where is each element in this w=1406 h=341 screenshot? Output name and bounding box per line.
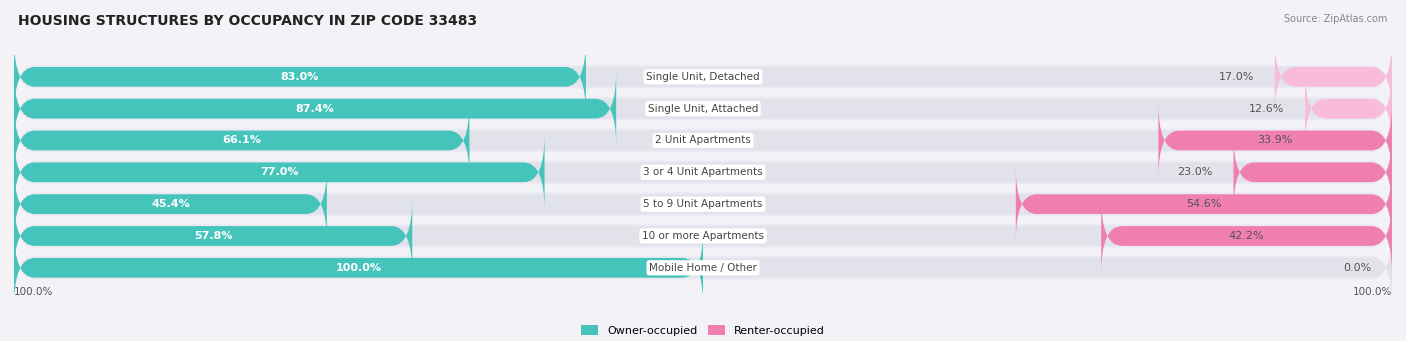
Text: 23.0%: 23.0% xyxy=(1177,167,1213,177)
Text: 42.2%: 42.2% xyxy=(1229,231,1264,241)
FancyBboxPatch shape xyxy=(14,41,1392,113)
Text: HOUSING STRUCTURES BY OCCUPANCY IN ZIP CODE 33483: HOUSING STRUCTURES BY OCCUPANCY IN ZIP C… xyxy=(18,14,478,28)
FancyBboxPatch shape xyxy=(14,232,1392,304)
FancyBboxPatch shape xyxy=(1015,166,1392,242)
FancyBboxPatch shape xyxy=(1305,71,1392,147)
FancyBboxPatch shape xyxy=(14,105,1392,176)
FancyBboxPatch shape xyxy=(14,166,1392,242)
FancyBboxPatch shape xyxy=(14,73,1392,145)
Text: Single Unit, Attached: Single Unit, Attached xyxy=(648,104,758,114)
FancyBboxPatch shape xyxy=(14,200,1392,272)
FancyBboxPatch shape xyxy=(1101,198,1392,274)
FancyBboxPatch shape xyxy=(14,134,1392,210)
Text: 12.6%: 12.6% xyxy=(1249,104,1285,114)
Text: 100.0%: 100.0% xyxy=(336,263,381,273)
Text: 2 Unit Apartments: 2 Unit Apartments xyxy=(655,135,751,146)
FancyBboxPatch shape xyxy=(14,103,1392,178)
FancyBboxPatch shape xyxy=(14,168,1392,240)
FancyBboxPatch shape xyxy=(14,166,326,242)
Text: 45.4%: 45.4% xyxy=(150,199,190,209)
Legend: Owner-occupied, Renter-occupied: Owner-occupied, Renter-occupied xyxy=(576,321,830,340)
FancyBboxPatch shape xyxy=(14,39,1392,115)
FancyBboxPatch shape xyxy=(14,230,703,306)
FancyBboxPatch shape xyxy=(1159,103,1392,178)
FancyBboxPatch shape xyxy=(14,134,544,210)
FancyBboxPatch shape xyxy=(14,198,412,274)
Text: Mobile Home / Other: Mobile Home / Other xyxy=(650,263,756,273)
Text: 77.0%: 77.0% xyxy=(260,167,298,177)
FancyBboxPatch shape xyxy=(14,230,1392,306)
Text: 17.0%: 17.0% xyxy=(1219,72,1254,82)
FancyBboxPatch shape xyxy=(14,103,470,178)
Text: 3 or 4 Unit Apartments: 3 or 4 Unit Apartments xyxy=(643,167,763,177)
Text: 57.8%: 57.8% xyxy=(194,231,232,241)
Text: 100.0%: 100.0% xyxy=(1353,287,1392,297)
Text: 5 to 9 Unit Apartments: 5 to 9 Unit Apartments xyxy=(644,199,762,209)
FancyBboxPatch shape xyxy=(1275,39,1392,115)
Text: Source: ZipAtlas.com: Source: ZipAtlas.com xyxy=(1284,14,1388,24)
Text: 0.0%: 0.0% xyxy=(1343,263,1371,273)
Text: 87.4%: 87.4% xyxy=(295,104,335,114)
Text: 83.0%: 83.0% xyxy=(281,72,319,82)
Text: 33.9%: 33.9% xyxy=(1257,135,1294,146)
FancyBboxPatch shape xyxy=(14,198,1392,274)
Text: 10 or more Apartments: 10 or more Apartments xyxy=(643,231,763,241)
FancyBboxPatch shape xyxy=(14,71,616,147)
Text: Single Unit, Detached: Single Unit, Detached xyxy=(647,72,759,82)
Text: 54.6%: 54.6% xyxy=(1187,199,1222,209)
FancyBboxPatch shape xyxy=(14,39,586,115)
FancyBboxPatch shape xyxy=(14,71,1392,147)
FancyBboxPatch shape xyxy=(14,136,1392,208)
FancyBboxPatch shape xyxy=(1233,134,1392,210)
Text: 66.1%: 66.1% xyxy=(222,135,262,146)
Text: 100.0%: 100.0% xyxy=(14,287,53,297)
